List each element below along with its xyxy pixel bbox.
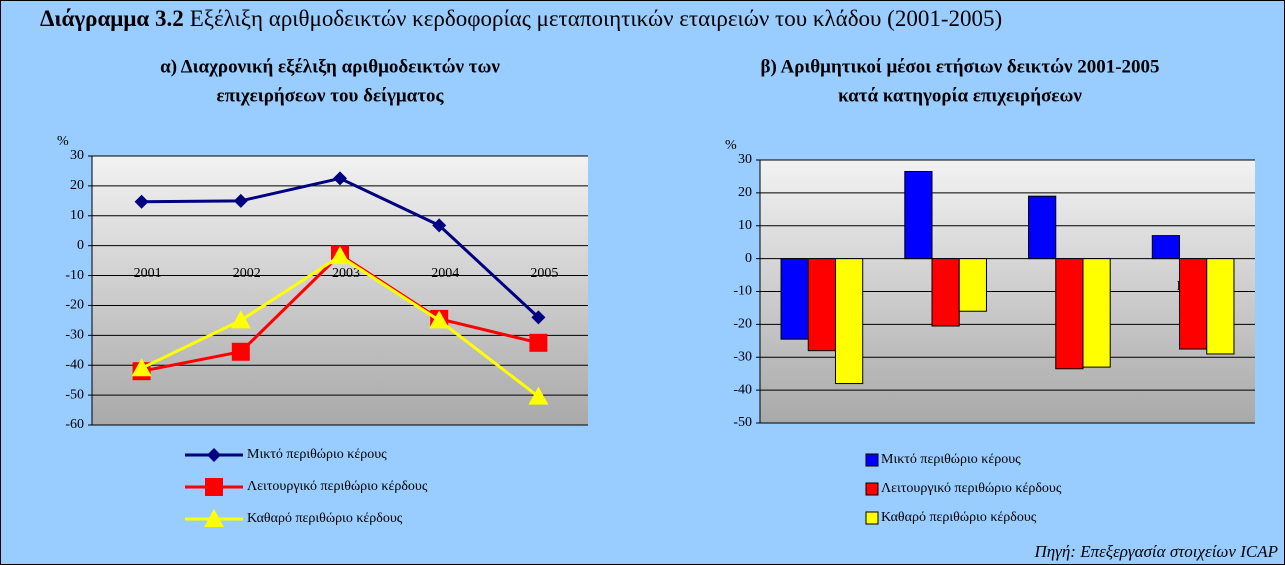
line-marker bbox=[131, 358, 152, 377]
line-marker bbox=[231, 342, 250, 361]
bar bbox=[958, 258, 987, 312]
line-marker bbox=[330, 246, 350, 265]
y-tick-label: 10 bbox=[70, 208, 84, 223]
chart-title: κατά κατηγορία επιχειρήσεων bbox=[838, 85, 1082, 106]
y-tick-label: -50 bbox=[65, 387, 84, 402]
legend-label: Καθαρό περιθώριο κέρδους bbox=[881, 510, 1037, 525]
plot-area bbox=[92, 156, 588, 425]
y-tick-label: -20 bbox=[65, 298, 84, 313]
y-tick-label: -10 bbox=[733, 284, 752, 299]
y-tick-label: -30 bbox=[733, 349, 752, 364]
x-tick-label: 2001 bbox=[134, 266, 162, 281]
legend-swatch bbox=[865, 511, 879, 525]
line-marker bbox=[233, 193, 248, 208]
x-tick-label: 2004 bbox=[431, 266, 459, 281]
chart-title: α) Διαχρονική εξέλιξη αριθμοδεικτών των bbox=[160, 56, 500, 77]
y-tick-label: 20 bbox=[738, 185, 752, 200]
heading-label: Διάγραμμα 3.2 bbox=[40, 6, 184, 31]
bar bbox=[1082, 258, 1111, 368]
bar bbox=[780, 258, 809, 340]
y-tick-label: 20 bbox=[70, 178, 84, 193]
bar bbox=[807, 258, 836, 352]
chart-title: β) Αριθμητικοί μέσοι ετήσιων δεικτών 200… bbox=[760, 56, 1159, 77]
line-marker bbox=[205, 478, 223, 496]
y-tick-label: 30 bbox=[70, 148, 84, 163]
bar bbox=[931, 258, 960, 327]
y-tick-label: -10 bbox=[65, 268, 84, 283]
line-marker bbox=[207, 448, 221, 462]
y-tick-label: 10 bbox=[738, 218, 752, 233]
legend-label: Καθαρό περιθώριο κέρδους bbox=[247, 511, 403, 526]
bar bbox=[1055, 258, 1084, 370]
line-marker bbox=[432, 218, 447, 233]
line-marker bbox=[429, 310, 450, 329]
legend-label: Λειτουργικό περιθώριο κέρδους bbox=[881, 481, 1062, 496]
y-tick-label: 0 bbox=[745, 251, 752, 266]
bar bbox=[834, 258, 864, 385]
line-marker bbox=[333, 171, 347, 186]
bar bbox=[1151, 235, 1181, 260]
legend-swatch bbox=[865, 453, 879, 467]
line-marker bbox=[204, 509, 224, 527]
y-tick-label: 30 bbox=[738, 152, 752, 167]
chart-title: επιχειρήσεων του δείγματος bbox=[216, 85, 444, 106]
y-tick-label: -20 bbox=[733, 317, 752, 332]
x-tick-label: 2002 bbox=[233, 266, 261, 281]
y-tick-label: -60 bbox=[65, 417, 84, 432]
y-axis-label: % bbox=[725, 138, 737, 153]
line-marker bbox=[528, 386, 549, 405]
y-tick-label: -50 bbox=[733, 415, 752, 430]
x-tick-label: 2005 bbox=[530, 266, 558, 281]
heading-text: Εξέλιξη αριθμοδεικτών κερδοφορίας μεταπο… bbox=[190, 6, 1002, 31]
x-tick-label: 2003 bbox=[332, 266, 360, 281]
line-marker bbox=[531, 310, 546, 325]
bar bbox=[1206, 258, 1235, 355]
y-tick-label: -40 bbox=[65, 357, 84, 372]
y-tick-label: -30 bbox=[65, 328, 84, 343]
legend-label: Λειτουργικό περιθώριο κέρδους bbox=[247, 479, 428, 494]
legend-swatch bbox=[865, 482, 879, 496]
y-tick-label: 0 bbox=[77, 238, 84, 253]
line-marker bbox=[529, 333, 548, 352]
legend-label: Μικτό περιθώριο κέρους bbox=[247, 447, 387, 462]
legend-label: Μικτό περιθώριο κέρους bbox=[881, 452, 1021, 467]
line-marker bbox=[230, 310, 251, 329]
y-tick-label: -40 bbox=[733, 382, 752, 397]
bar bbox=[1028, 195, 1057, 260]
y-axis-label: % bbox=[57, 134, 69, 149]
bar bbox=[1179, 258, 1208, 350]
line-marker bbox=[134, 194, 149, 209]
bar bbox=[904, 171, 933, 260]
page-heading: Διάγραμμα 3.2 Εξέλιξη αριθμοδεικτών κερδο… bbox=[40, 6, 1002, 31]
source: Πηγή: Επεξεργασία στοιχείων ICAP bbox=[1033, 542, 1278, 561]
